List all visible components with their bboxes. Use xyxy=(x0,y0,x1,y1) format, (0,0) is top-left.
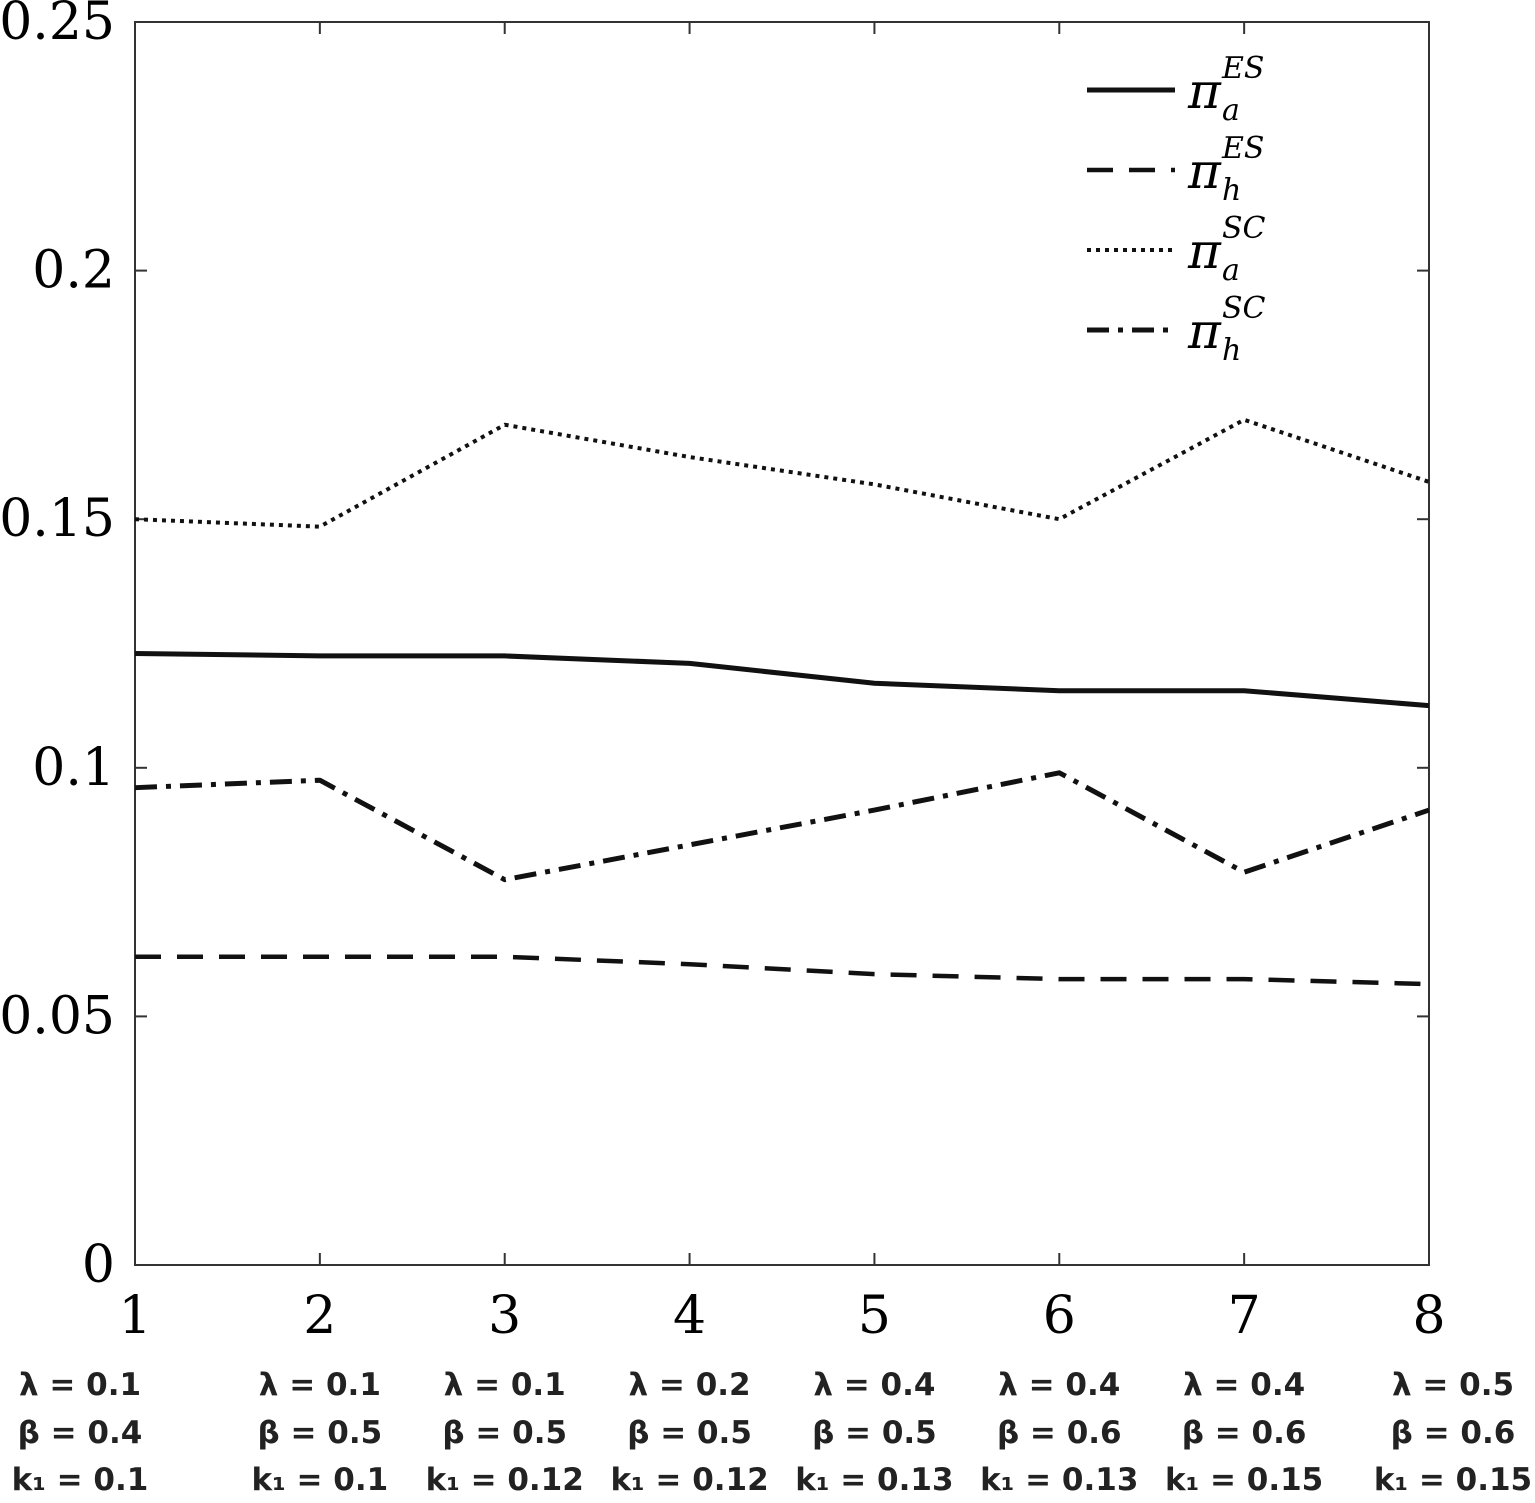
y-tick-label: 0.25 xyxy=(0,0,115,52)
legend-superscript: ES xyxy=(1221,51,1264,86)
legend-superscript: ES xyxy=(1221,131,1264,166)
series-line-solid xyxy=(134,650,1430,709)
parameter-label: k₁ = 0.1 xyxy=(252,1462,389,1498)
legend-superscript: SC xyxy=(1222,211,1266,246)
parameter-label: k₁ = 0.13 xyxy=(980,1462,1138,1498)
legend-subscript: a xyxy=(1222,253,1240,288)
series-line-dashdot xyxy=(134,770,1430,883)
parameter-label: β = 0.6 xyxy=(1182,1415,1307,1451)
x-tick-label: 8 xyxy=(1412,1286,1445,1346)
y-tick-label: 0.15 xyxy=(0,489,115,549)
series-line-dotted xyxy=(134,417,1430,529)
x-tick-label: 1 xyxy=(118,1286,151,1346)
legend-subscript: h xyxy=(1222,333,1241,368)
parameter-label: λ = 0.2 xyxy=(629,1367,751,1403)
series-layer xyxy=(134,417,1430,987)
parameter-label: k₁ = 0.13 xyxy=(795,1462,953,1498)
parameter-label: λ = 0.1 xyxy=(444,1367,566,1403)
plot-frame xyxy=(134,21,1430,1266)
x-tick-label: 2 xyxy=(303,1286,336,1346)
y-tick-label: 0.2 xyxy=(32,241,115,301)
parameter-label: k₁ = 0.15 xyxy=(1165,1462,1323,1498)
legend-symbol: π xyxy=(1187,62,1222,120)
parameter-label: β = 0.6 xyxy=(1391,1415,1516,1451)
series-line-dashed xyxy=(135,954,1430,987)
y-tick-label: 0 xyxy=(82,1235,115,1295)
parameter-label: β = 0.5 xyxy=(258,1415,383,1451)
x-tick-label: 5 xyxy=(858,1286,891,1346)
parameter-label: k₁ = 0.12 xyxy=(610,1462,768,1498)
parameter-label: λ = 0.4 xyxy=(1183,1367,1305,1403)
parameter-label: β = 0.5 xyxy=(442,1415,567,1451)
parameter-label: λ = 0.4 xyxy=(813,1367,935,1403)
parameter-label: β = 0.6 xyxy=(997,1415,1122,1451)
parameter-label: λ = 0.5 xyxy=(1392,1367,1514,1403)
y-tick-label: 0.05 xyxy=(0,986,115,1046)
parameter-label: k₁ = 0.15 xyxy=(1374,1462,1532,1498)
parameter-label: β = 0.4 xyxy=(18,1415,143,1451)
parameter-label: β = 0.5 xyxy=(627,1415,752,1451)
parameter-label: k₁ = 0.12 xyxy=(426,1462,584,1498)
parameter-label: λ = 0.1 xyxy=(19,1367,141,1403)
legend-superscript: SC xyxy=(1222,291,1266,326)
x-tick-label: 3 xyxy=(488,1286,521,1346)
x-tick-label: 7 xyxy=(1228,1286,1261,1346)
parameter-labels: λ = 0.1 β = 0.4 k₁ = 0.1 λ = 0.1 β = 0.5 k₁ =… xyxy=(12,1367,1532,1498)
parameter-label: λ = 0.1 xyxy=(259,1367,381,1403)
axis-ticks: 0 0.05 0.1 0.15 0.2 0.25 1 2 3 4 5 6 7 8 xyxy=(0,0,1446,1346)
x-tick-label: 4 xyxy=(673,1286,706,1346)
legend-subscript: h xyxy=(1222,173,1241,208)
legend-subscript: a xyxy=(1222,93,1240,128)
legend-symbol: π xyxy=(1187,222,1222,280)
parameter-label: λ = 0.4 xyxy=(998,1367,1120,1403)
x-tick-label: 6 xyxy=(1043,1286,1076,1346)
y-tick-label: 0.1 xyxy=(32,738,115,798)
legend-symbol: π xyxy=(1187,142,1222,200)
legend-symbol: π xyxy=(1187,302,1222,360)
parameter-label: β = 0.5 xyxy=(812,1415,937,1451)
parameter-label: k₁ = 0.1 xyxy=(12,1462,149,1498)
